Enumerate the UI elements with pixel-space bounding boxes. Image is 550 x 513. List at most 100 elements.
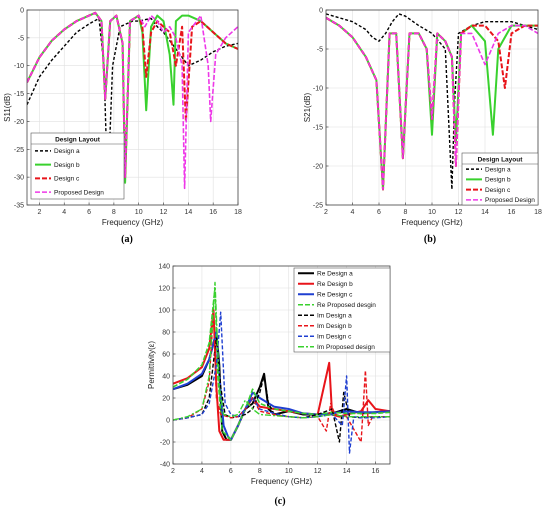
series-line-re-proposed-desgin xyxy=(173,287,390,441)
figure-caption: (b) xyxy=(424,234,436,245)
series-line-re-design-b xyxy=(173,309,390,441)
x-tick-label: 4 xyxy=(62,209,66,216)
axes-frame xyxy=(172,265,391,465)
series-line-im-design-b xyxy=(173,309,390,443)
y-tick-label: -15 xyxy=(313,125,323,132)
y-axis-label: S21(dB) xyxy=(303,92,312,122)
y-tick-label: 0 xyxy=(166,418,170,425)
y-tick-label: 0 xyxy=(319,8,323,15)
series-line-im-design-a xyxy=(173,336,390,443)
y-tick-label: -35 xyxy=(14,203,24,210)
series-group xyxy=(173,281,390,454)
x-tick-label: 6 xyxy=(229,468,233,475)
legend-entry: Design b xyxy=(485,177,511,184)
x-tick-label: 10 xyxy=(428,209,436,216)
series-line-im-proposed-design xyxy=(173,281,390,421)
x-tick-label: 16 xyxy=(209,209,217,216)
y-tick-label: 100 xyxy=(158,308,170,315)
legend-entry: Im Design c xyxy=(317,334,352,341)
series-line-proposed-design xyxy=(326,17,538,191)
legend-entry: Re Design c xyxy=(317,292,353,299)
axes-frame xyxy=(325,9,539,206)
x-tick-label: 10 xyxy=(285,468,293,475)
legend-title: Design Layout xyxy=(478,157,524,164)
legend: Design Layout Design a Design b Design c Pro… xyxy=(30,132,125,200)
x-axis-label: Frequency (GHz) xyxy=(102,218,164,227)
x-axis-label: Frequency (GHz) xyxy=(401,218,463,227)
series-line-proposed-design xyxy=(27,12,238,190)
legend-box xyxy=(293,267,391,353)
x-tick-label: 12 xyxy=(160,209,168,216)
chart-panel-2: 2 4 6 8 10 12 14 16 140 120 100 80 60 40 20 0 -20 -40 Freq… xyxy=(147,264,391,507)
x-tick-label: 8 xyxy=(112,209,116,216)
x-tick-label: 4 xyxy=(200,468,204,475)
axes-frame xyxy=(26,9,239,206)
x-tick-label: 12 xyxy=(455,209,463,216)
y-tick-label: -25 xyxy=(313,203,323,210)
y-tick-label: 140 xyxy=(158,264,170,271)
series-line-design-a xyxy=(27,17,238,195)
x-tick-label: 6 xyxy=(377,209,381,216)
y-tick-label: 20 xyxy=(162,396,170,403)
y-tick-label: -15 xyxy=(14,91,24,98)
legend-entry: Design b xyxy=(54,162,80,169)
legend: Design Layout Design a Design b Design c Pro… xyxy=(461,152,539,206)
x-tick-label: 16 xyxy=(372,468,380,475)
series-line-design-b xyxy=(326,16,538,191)
x-tick-label: 4 xyxy=(351,209,355,216)
series-group xyxy=(326,13,538,191)
legend: Re Design a Re Design b Re Design c Re Prop… xyxy=(293,267,391,353)
series-group xyxy=(27,11,238,195)
x-tick-label: 12 xyxy=(314,468,322,475)
y-tick-label: -20 xyxy=(160,440,170,447)
figure-caption: (a) xyxy=(121,234,133,245)
x-tick-label: 6 xyxy=(87,209,91,216)
legend-entry: Proposed Design xyxy=(485,197,535,204)
legend-entry: Re Design b xyxy=(317,281,353,288)
y-tick-label: -30 xyxy=(14,175,24,182)
x-tick-label: 14 xyxy=(184,209,192,216)
x-tick-label: 8 xyxy=(404,209,408,216)
legend-entry: Re Proposed desgin xyxy=(317,302,376,309)
y-axis-label: Permittivity(ε) xyxy=(147,341,156,389)
x-tick-label: 10 xyxy=(135,209,143,216)
x-tick-label: 18 xyxy=(234,209,242,216)
legend-entry: Design a xyxy=(54,148,80,155)
y-tick-label: -20 xyxy=(313,164,323,171)
y-tick-label: 60 xyxy=(162,352,170,359)
legend-entry: Proposed Design xyxy=(54,189,104,196)
legend-entry: Im Proposed design xyxy=(317,344,375,351)
figure-caption: (c) xyxy=(274,496,285,507)
y-tick-label: 120 xyxy=(158,286,170,293)
legend-entry: Im Design b xyxy=(317,323,352,330)
x-tick-label: 2 xyxy=(171,468,175,475)
y-tick-label: -5 xyxy=(317,47,323,54)
legend-entry: Design a xyxy=(485,166,511,173)
legend-entry: Design c xyxy=(54,176,80,183)
legend-entry: Im Design a xyxy=(317,313,352,320)
y-tick-label: -25 xyxy=(14,147,24,154)
series-line-im-design-c xyxy=(173,311,390,454)
y-tick-label: 40 xyxy=(162,374,170,381)
y-tick-label: 80 xyxy=(162,330,170,337)
series-line-design-a xyxy=(326,13,538,191)
y-tick-label: 0 xyxy=(20,8,24,15)
y-tick-label: -10 xyxy=(313,86,323,93)
legend-title: Design Layout xyxy=(55,137,101,144)
y-axis-label: S11(dB) xyxy=(3,93,12,122)
x-tick-label: 8 xyxy=(258,468,262,475)
x-tick-label: 2 xyxy=(37,209,41,216)
y-tick-label: -40 xyxy=(160,462,170,469)
y-tick-label: -10 xyxy=(14,63,24,70)
y-tick-label: -20 xyxy=(14,119,24,126)
x-tick-label: 14 xyxy=(481,209,489,216)
chart-panel-0: 2 4 6 8 10 12 14 16 18 0 -5 -10 -15 -20 -25 -30 -35 Frequ… xyxy=(3,8,242,246)
chart-panel-1: 2 4 6 8 10 12 14 16 18 0 -5 -10 -15 -20 -25 Frequency (… xyxy=(303,8,542,246)
x-axis-label: Frequency (GHz) xyxy=(251,477,313,486)
x-tick-label: 16 xyxy=(508,209,516,216)
legend-entry: Re Design a xyxy=(317,271,353,278)
legend-entry: Design c xyxy=(485,187,511,194)
y-tick-label: -5 xyxy=(18,35,24,42)
x-tick-label: 14 xyxy=(343,468,351,475)
x-tick-label: 2 xyxy=(324,209,328,216)
